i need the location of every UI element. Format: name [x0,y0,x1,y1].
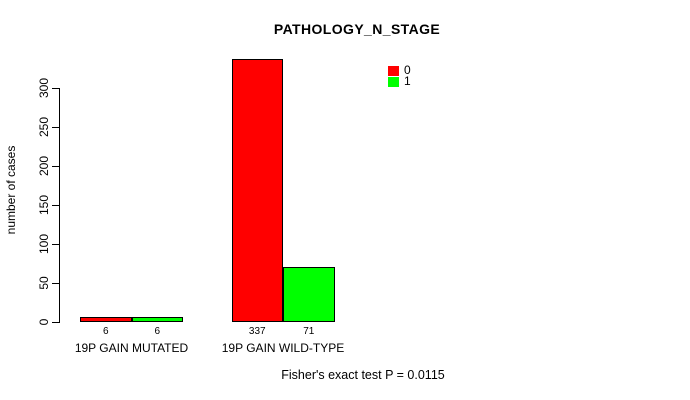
chart-title: PATHOLOGY_N_STAGE [273,21,441,37]
bar-1-19p-gain-mutated [131,317,183,322]
legend-swatch-green [388,76,399,87]
legend-swatch-red [388,65,399,76]
legend-label: 1 [404,74,411,88]
y-tick-mark [52,283,59,284]
legend-item-1: 1 [388,74,411,88]
y-tick-mark [52,205,59,206]
y-tick-label: 50 [37,276,51,290]
y-tick-mark [52,127,59,128]
legend-item-0: 0 [388,63,411,77]
y-tick-mark [52,322,59,323]
legend-label: 0 [404,63,411,77]
y-tick-mark [52,244,59,245]
bar-0-19p-gain-mutated [80,317,132,322]
bar-value-label: 337 [248,326,266,337]
bar-0-19p-gain-wild-type [231,59,283,322]
x-category-label: 19P GAIN WILD-TYPE [221,341,345,355]
legend: 0 1 [388,63,411,88]
y-axis-line [59,88,60,323]
y-tick-label: 150 [37,194,51,216]
annotation-text: Fisher's exact test P = 0.0115 [281,368,445,382]
y-tick-label: 300 [37,77,51,99]
y-tick-label: 0 [37,318,51,326]
bar-value-label: 6 [102,326,109,337]
y-tick-label: 250 [37,116,51,138]
bar-value-label: 71 [303,326,315,337]
y-tick-mark [52,166,59,167]
y-axis-label: number of cases [4,145,18,235]
y-tick-label: 200 [37,155,51,177]
x-category-label: 19P GAIN MUTATED [74,341,189,355]
bar-value-label: 6 [154,326,161,337]
bar-1-19p-gain-wild-type [283,267,335,322]
y-tick-label: 100 [37,233,51,255]
y-tick-mark [52,88,59,89]
